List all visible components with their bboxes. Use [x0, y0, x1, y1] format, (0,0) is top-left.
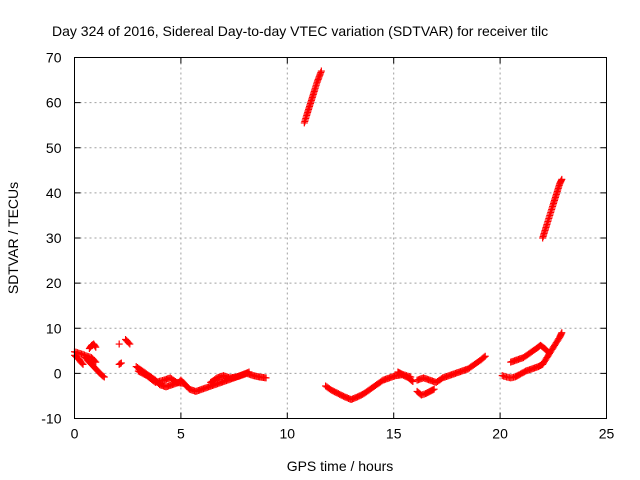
plot-frame: [74, 57, 607, 419]
data-point: [558, 175, 566, 183]
chart-title: Day 324 of 2016, Sidereal Day-to-day VTE…: [52, 23, 548, 39]
data-point: [125, 339, 133, 347]
data-point: [407, 373, 415, 381]
data-point: [481, 352, 489, 360]
data-point: [430, 385, 438, 393]
x-tick-label: 10: [280, 426, 296, 442]
data-point: [317, 67, 325, 75]
data-point: [91, 357, 99, 365]
y-tick-label: 30: [46, 230, 62, 246]
data-point: [115, 340, 123, 348]
x-tick-label: 20: [492, 426, 508, 442]
x-tick-label: 15: [386, 426, 402, 442]
y-tick-label: 60: [46, 95, 62, 111]
y-axis-label: SDTVAR / TECUs: [5, 182, 21, 294]
data-point: [179, 379, 187, 387]
x-tick-label: 25: [599, 426, 615, 442]
y-tick-label: 10: [46, 320, 62, 336]
data-point: [92, 358, 100, 366]
data-point: [116, 360, 124, 368]
x-tick-label: 5: [177, 426, 185, 442]
y-tick-label: 40: [46, 185, 62, 201]
y-tick-label: 0: [54, 365, 62, 381]
grid-lines: [74, 57, 607, 419]
data-points: [71, 67, 566, 404]
x-tick-label: 0: [71, 426, 79, 442]
data-point: [245, 368, 253, 376]
data-point: [544, 348, 552, 356]
y-tick-label: -10: [41, 411, 61, 427]
data-point: [99, 372, 107, 380]
data-point: [91, 342, 99, 350]
data-point: [262, 374, 270, 382]
axis-ticks: 0 5 10 15 20 25 -10 0 10 20 30 40 50 60 70: [41, 50, 614, 442]
y-tick-label: 50: [46, 140, 62, 156]
data-point: [126, 340, 134, 348]
data-point: [117, 359, 125, 367]
data-point: [79, 360, 87, 368]
data-point: [92, 343, 100, 351]
data-point: [409, 377, 417, 385]
data-point: [480, 353, 488, 361]
data-point: [558, 329, 566, 337]
y-tick-label: 70: [46, 50, 62, 66]
y-tick-label: 20: [46, 275, 62, 291]
data-point: [78, 359, 86, 367]
data-point: [545, 349, 553, 357]
data-point: [100, 373, 108, 381]
x-axis-label: GPS time / hours: [287, 458, 394, 474]
